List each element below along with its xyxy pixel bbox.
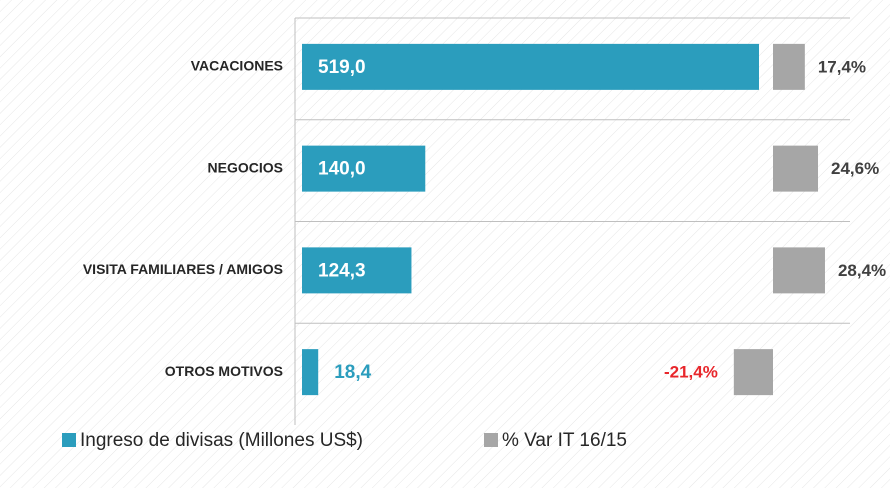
- bar: [302, 145, 426, 192]
- value-label: 28,4%: [838, 261, 886, 280]
- category-label: NEGOCIOS: [208, 159, 283, 175]
- bar: [773, 247, 825, 294]
- category-label: VACACIONES: [191, 58, 283, 74]
- value-label: 18,4: [334, 362, 371, 383]
- legend-label: Ingreso de divisas (Millones US$): [80, 430, 363, 451]
- bar: [302, 247, 412, 294]
- category-label: OTROS MOTIVOS: [165, 363, 283, 379]
- value-label: -21,4%: [664, 363, 718, 382]
- value-label: 24,6%: [831, 159, 879, 178]
- legend-label: % Var IT 16/15: [502, 430, 627, 451]
- bar: [302, 43, 759, 90]
- legend-swatch: [62, 433, 76, 447]
- value-label: 17,4%: [818, 57, 866, 76]
- value-label: 519,0: [318, 57, 366, 78]
- value-label: 124,3: [318, 260, 366, 281]
- category-label: VISITA FAMILIARES / AMIGOS: [83, 261, 283, 277]
- bar: [773, 145, 819, 192]
- bar: [302, 349, 319, 396]
- legend-swatch: [484, 433, 498, 447]
- bar: [773, 43, 805, 90]
- bar: [733, 349, 773, 396]
- value-label: 140,0: [318, 159, 366, 180]
